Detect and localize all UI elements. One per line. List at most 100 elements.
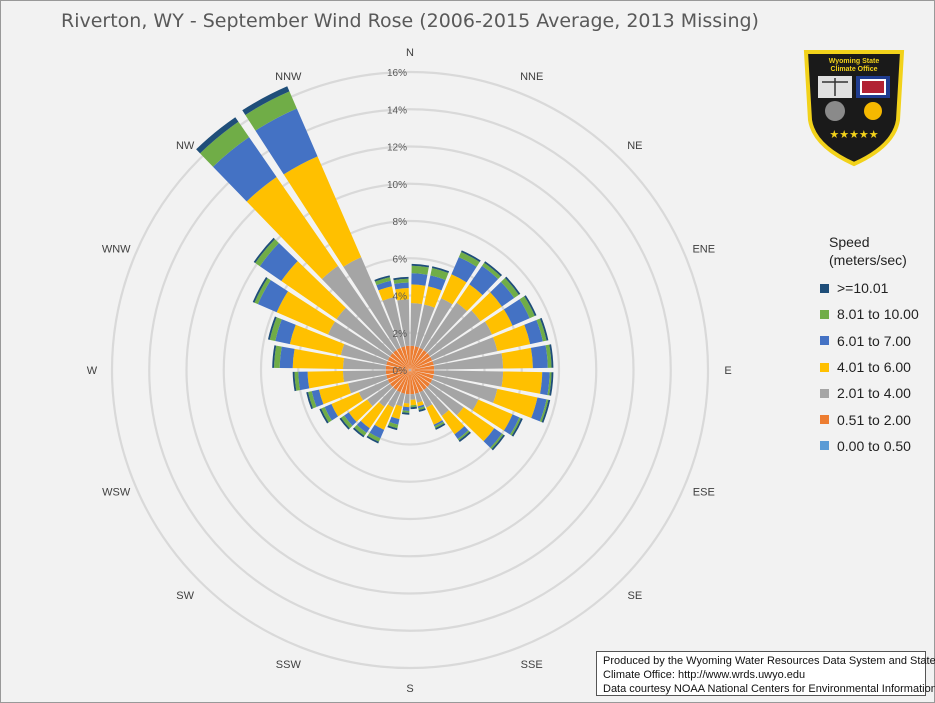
rose-bar-segment [401,346,410,370]
rose-bar-segment [390,370,410,387]
rose-bar-segment [387,356,410,370]
grid-circles [110,70,710,670]
credit-line-3: Data courtesy NOAA National Centers for … [603,683,935,695]
rose-bar-segment [433,370,504,387]
rose-bar-segment [418,406,426,411]
rose-bar-segment [409,370,410,371]
rose-bar-segment [378,387,397,407]
rose-bar-segment [343,257,401,350]
sun-icon [864,102,882,120]
rose-bar-segment [308,391,317,409]
grid-circle [110,70,710,670]
rose-bar-segment [410,370,411,371]
logo-text-1: Wyoming State [829,58,880,65]
direction-label: ENE [692,243,715,255]
legend-item-4-6: 4.01 to 6.00 [820,354,919,380]
rose-bar-segment [493,324,531,352]
rose-bar-segment [410,369,411,370]
rose-bar-segment [410,406,418,410]
rose-bar-segment [369,424,385,439]
rose-bar-segment [354,424,367,436]
rose-bar-segment [352,427,365,438]
grid-circle [222,182,598,558]
rose-bar-segment [344,412,357,426]
rose-bar-segment [430,268,449,280]
rose-bar-segment [397,299,410,347]
rose-bar-segment [409,369,410,370]
rose-bar-segment [549,344,554,368]
rose-bar-segment [410,370,411,371]
rose-bar-segment [411,263,430,268]
rose-bar-segment [430,321,493,361]
rose-bar-segment [524,319,543,345]
rose-bar-segment [409,370,410,371]
legend-swatch [820,336,829,346]
rose-bar-segment [403,402,410,408]
direction-label: S [406,683,413,695]
rose-bar-segment [385,365,410,370]
rose-bar-segment [410,370,419,394]
rose-bar-segment [410,370,430,387]
legend-item-2-4: 2.01 to 4.00 [820,380,919,406]
rose-bar-segment [245,91,297,131]
grid-circle [371,331,449,409]
rose-bar-segment [418,408,426,412]
rose-bar-segment [501,347,533,369]
rose-bar-segment [348,375,388,394]
radial-tick-label: 12% [387,143,407,154]
rose-bar-segment [432,375,498,403]
rose-bar-segment [485,309,513,335]
rose-bar-segment [393,278,409,284]
rose-bar-segment [292,371,297,392]
rose-bar-segment [411,284,426,305]
rose-bar-segment [387,390,401,408]
rose-bar-segment [388,421,399,429]
rose-bar-segment [272,345,277,368]
rose-bar-segment [472,399,513,431]
direction-label: WNW [102,243,131,255]
rose-bar-segment [482,262,501,280]
direction-label: ESE [693,487,715,499]
rose-bar-segment [319,408,329,424]
rose-bar-segment [409,369,410,370]
rose-bar-segment [376,280,392,291]
rose-bar-segment [435,423,446,430]
rose-bar-segment [252,277,268,303]
direction-label: SE [628,590,643,602]
rose-bar-segment [458,252,480,267]
rose-bar-segment [490,433,504,450]
rose-bar-segment [458,431,471,443]
rose-bar-segment [342,357,387,370]
rose-bar-segment [336,307,393,357]
rose-bar-segment [339,417,350,430]
radial-tick-label: 10% [387,180,407,191]
rose-bar-segment [246,176,338,280]
rose-bar-segment [530,345,548,369]
credit-line-1: Produced by the Wyoming Water Resources … [603,655,935,667]
rose-bar-segment [289,324,345,356]
rose-bar-segment [341,415,353,429]
rose-bar-segment [276,291,335,335]
radial-tick-label: 2% [393,329,408,340]
rose-bar-segment [374,404,394,430]
rose-bar-segment [294,371,301,391]
rose-bar-segment [431,266,450,274]
rose-bar-segment [402,406,410,411]
rose-bar-segment [402,410,410,413]
rose-bar-segment [410,370,427,390]
rose-bar-segment [367,432,381,442]
rose-bar-segment [242,86,290,115]
grid-circle [185,145,635,595]
rose-bar-segment [490,281,515,307]
credit-line-2: Climate Office: http://www.wrds.uwyo.edu [603,669,806,681]
rose-bar-segment [501,371,543,394]
rose-bar-segment [393,350,410,370]
rose-bar-segment [366,435,379,444]
rose-bar-segment [255,239,279,267]
rose-bar-segment [283,156,362,267]
direction-label: NNW [275,71,302,83]
rose-bar-segment [410,345,415,370]
rose-bar-segment [259,242,298,282]
rose-bar-segment [410,370,435,375]
rose-bar-segment [410,370,424,393]
